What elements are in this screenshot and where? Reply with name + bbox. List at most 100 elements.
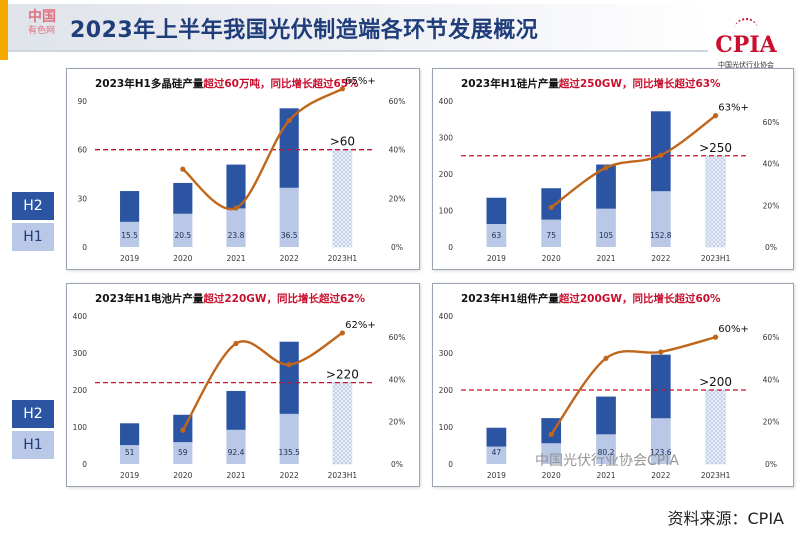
x-tick-label: 2023H1 <box>328 254 358 263</box>
x-tick-label: 2021 <box>226 254 245 263</box>
y-tick-label: 0 <box>82 460 87 469</box>
bar-h1 <box>120 445 140 464</box>
x-tick-label: 2019 <box>120 254 139 263</box>
y2-tick-label: 40% <box>763 160 780 169</box>
growth-label: 65%+ <box>345 76 376 87</box>
y-tick-label: 300 <box>73 349 88 358</box>
growth-point <box>233 205 239 211</box>
bar-h1 <box>279 413 299 464</box>
bar-2023h1-hatched <box>332 382 353 465</box>
bar-h1-value-label: 63 <box>492 231 502 240</box>
growth-point <box>233 340 239 347</box>
chart-title-highlight: 超过250GW，同比增长超过63% <box>558 77 721 90</box>
y-tick-label: 0 <box>448 243 453 252</box>
growth-point <box>339 86 345 92</box>
chart-title-prefix: 2023年H1硅片产量 <box>461 77 559 90</box>
chart-title: 2023年H1电池片产量超过220GW，同比增长超过62% <box>95 292 366 305</box>
growth-point <box>180 166 186 172</box>
y2-tick-label: 40% <box>763 375 780 384</box>
x-tick-label: 2021 <box>226 471 245 480</box>
growth-point <box>286 117 292 124</box>
bar-h2 <box>541 418 562 444</box>
bar-h1-value-label: 47 <box>492 448 502 457</box>
chart-svg: 2023年H1电池片产量超过220GW，同比增长超过62% 0 100 200 300 4… <box>73 292 406 480</box>
bar-h2 <box>279 341 299 414</box>
bar-h1 <box>226 208 246 247</box>
y2-tick-label: 20% <box>763 418 780 427</box>
y-tick-label: 400 <box>439 97 454 106</box>
chart-panel-wafer: 2023年H1硅片产量超过250GW，同比增长超过63% 0 100 200 300 40… <box>432 68 794 270</box>
y-tick-label: 0 <box>448 460 453 469</box>
bar-h1-value-label: 152.8 <box>650 231 672 240</box>
threshold-label: >60 <box>330 135 355 149</box>
growth-line <box>550 335 716 436</box>
chart-panel-cell: 2023年H1电池片产量超过220GW，同比增长超过62% 0 100 200 300 4… <box>66 283 420 487</box>
bar-h1-value-label: 135.5 <box>278 448 300 457</box>
bar-h1-value-label: 59 <box>178 448 188 457</box>
y-tick-label: 400 <box>73 312 88 321</box>
chart-svg: 2023年H1硅片产量超过250GW，同比增长超过63% 0 100 200 300 40… <box>439 77 780 263</box>
y-tick-label: 90 <box>77 97 87 106</box>
bar-h2 <box>226 390 246 430</box>
bar-2023h1-hatched <box>332 149 353 248</box>
bar-h2 <box>486 427 507 447</box>
bar-h1 <box>173 442 193 464</box>
chart-panel-polysilicon: 2023年H1多晶硅产量超过60万吨，同比增长超过65% 0 30 60 90 0% 20%… <box>66 68 420 270</box>
bar-h1-value-label: 123.6 <box>650 448 672 457</box>
y2-tick-label: 20% <box>763 201 780 210</box>
page-title: 2023年上半年我国光伏制造端各环节发展概况 <box>70 18 539 43</box>
bar-h2 <box>596 396 616 435</box>
source-note: 资料来源：CPIA <box>667 509 785 528</box>
cpia-logo-text: CPIA <box>715 32 777 58</box>
growth-label: 60%+ <box>718 324 749 335</box>
title-bar <box>8 4 708 50</box>
y2-tick-label: 40% <box>389 146 406 155</box>
bar-h2 <box>120 191 140 222</box>
top-accent-bar <box>0 0 8 60</box>
chart-title-prefix: 2023年H1组件产量 <box>461 292 559 305</box>
bar-h1-value-label: 80.2 <box>598 448 615 457</box>
threshold-label: >200 <box>699 375 732 389</box>
chart-title-prefix: 2023年H1电池片产量 <box>95 292 204 305</box>
bar-h1 <box>596 208 616 247</box>
bar-h1 <box>226 429 246 464</box>
y-tick-label: 200 <box>439 170 454 179</box>
bar-h1 <box>541 443 562 464</box>
chart-svg: 2023年H1多晶硅产量超过60万吨，同比增长超过65% 0 30 60 90 0% 20%… <box>77 76 406 263</box>
y-tick-label: 300 <box>439 349 454 358</box>
x-tick-label: 2020 <box>542 471 561 480</box>
growth-point <box>658 349 664 355</box>
x-tick-label: 2021 <box>596 254 615 263</box>
growth-label: 62%+ <box>345 320 376 331</box>
y-tick-label: 100 <box>73 423 88 432</box>
bar-2023h1-hatched <box>705 389 726 465</box>
y2-tick-label: 60% <box>389 97 406 106</box>
y2-tick-label: 0% <box>391 243 403 252</box>
growth-point <box>713 113 719 119</box>
y-tick-label: 30 <box>77 194 87 203</box>
watermark-bottom: 中国光伏行业协会CPIA <box>535 453 679 469</box>
growth-point <box>713 334 719 340</box>
bar-h1-value-label: 105 <box>599 231 614 240</box>
chart-title-highlight: 超过200GW，同比增长超过60% <box>558 292 721 305</box>
x-tick-label: 2019 <box>487 471 506 480</box>
growth-point <box>603 165 609 171</box>
bar-h2 <box>486 197 507 225</box>
growth-line <box>550 114 717 209</box>
bar-h2 <box>650 111 671 192</box>
bar-h1 <box>279 187 299 247</box>
x-tick-label: 2022 <box>280 254 299 263</box>
threshold-label: >220 <box>326 368 359 382</box>
title-divider <box>8 50 708 52</box>
chart-panel-module: 2023年H1组件产量超过200GW，同比增长超过60% 0 100 200 300 40… <box>432 283 794 487</box>
chart-title-highlight: 超过60万吨，同比增长超过65% <box>202 77 359 90</box>
bar-h1-value-label: 15.5 <box>121 231 138 240</box>
chart-title-highlight: 超过220GW，同比增长超过62% <box>202 292 365 305</box>
bar-2023h1-hatched <box>705 155 726 248</box>
y2-tick-label: 60% <box>389 333 406 342</box>
x-tick-label: 2020 <box>173 471 192 480</box>
bar-h1 <box>596 434 616 464</box>
chart-title: 2023年H1硅片产量超过250GW，同比增长超过63% <box>461 77 721 90</box>
legend-h1-top: H1 <box>12 223 54 251</box>
growth-point <box>548 431 554 437</box>
